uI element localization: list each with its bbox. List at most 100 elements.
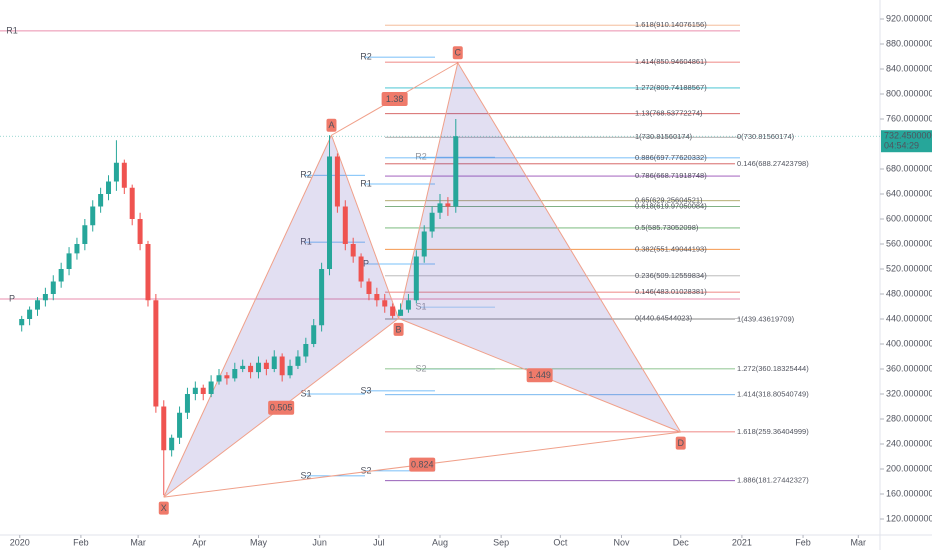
candle-body — [216, 375, 222, 382]
candle-body — [90, 206, 96, 226]
fib-label: 0(730.81560174) — [737, 132, 795, 141]
candle-body — [184, 394, 190, 413]
candle-body — [398, 309, 404, 316]
candle-body — [255, 362, 261, 373]
fib-label: 1.272(809.74188567) — [635, 83, 707, 92]
y-tick-label: 120.00000000 — [886, 513, 932, 523]
fib-label: 0.146(483.01028381) — [635, 287, 707, 296]
candle-body — [224, 375, 230, 379]
fib-label: 1(730.81560174) — [635, 132, 693, 141]
candle-body — [66, 253, 72, 269]
y-tick-label: 480.00000000 — [886, 288, 932, 298]
y-tick-label: 800.00000000 — [886, 88, 932, 98]
fib-label: 0.382(551.49044193) — [635, 244, 707, 253]
candle-body — [445, 203, 451, 207]
candle-body — [145, 244, 151, 301]
candle-body — [192, 387, 198, 394]
x-tick-label: May — [250, 537, 268, 547]
x-tick-label: Feb — [795, 537, 811, 547]
fib-label: 0(440.64544023) — [635, 314, 693, 323]
pivot-label: R1 — [360, 178, 372, 188]
candle-body — [405, 300, 411, 310]
x-tick-label: 2021 — [732, 537, 752, 547]
y-tick-label: 160.00000000 — [886, 488, 932, 498]
fib-label: 1.618(910.14076156) — [635, 20, 707, 29]
candle-body — [263, 362, 269, 369]
pattern-triangle — [163, 135, 399, 498]
candle-body — [295, 356, 301, 366]
point-label: A — [328, 120, 334, 130]
candle-body — [200, 387, 206, 394]
point-box — [675, 436, 686, 450]
y-tick-label: 920.00000000 — [886, 13, 932, 23]
x-tick-label: Mar — [851, 537, 867, 547]
candle-body — [342, 206, 348, 244]
ratio-label: 1.38 — [386, 94, 404, 104]
candle-body — [98, 194, 104, 207]
ratio-box — [409, 457, 436, 472]
candle-body — [208, 381, 214, 394]
pivot-label: R1 — [6, 25, 18, 35]
x-tick-label: Aug — [432, 537, 448, 547]
y-tick-label: 600.00000000 — [886, 213, 932, 223]
candle-body — [137, 219, 143, 244]
y-tick-label: 640.00000000 — [886, 188, 932, 198]
candle-body — [374, 294, 380, 301]
point-label: X — [161, 503, 167, 513]
y-tick-label: 880.00000000 — [886, 38, 932, 48]
candle-body — [437, 203, 443, 213]
fib-label: 1.414(318.80540749) — [737, 390, 809, 399]
fib-label: 0.5(585.73052098) — [635, 223, 699, 232]
pivot-label: P — [9, 293, 15, 303]
pattern-line — [163, 135, 332, 498]
pivot-label: S1 — [300, 388, 311, 398]
candle-body — [106, 181, 112, 194]
y-tick-label: 760.00000000 — [886, 113, 932, 123]
pivot-label: R2 — [360, 52, 372, 62]
x-tick-label: Oct — [553, 537, 568, 547]
candle-body — [271, 356, 277, 369]
candle-body — [350, 244, 356, 257]
candle-body — [279, 356, 285, 376]
point-box — [158, 501, 169, 515]
y-tick-label: 200.00000000 — [886, 463, 932, 473]
candle-body — [366, 281, 372, 294]
fib-label: 0.146(688.27423798) — [737, 159, 809, 168]
candle-body — [177, 412, 183, 438]
candle-body — [287, 365, 293, 376]
pivot-label: R2 — [300, 170, 312, 180]
y-tick-label: 840.00000000 — [886, 63, 932, 73]
candle-body — [50, 281, 56, 294]
ratio-box — [381, 92, 408, 106]
fib-label: 0.236(509.12559834) — [635, 271, 707, 280]
candle-body — [129, 187, 135, 219]
x-tick-label: Sep — [493, 537, 509, 547]
ratio-box — [526, 368, 553, 383]
candle-body — [303, 344, 309, 357]
ratio-label: 0.505 — [270, 403, 293, 413]
ratio-label: 0.824 — [411, 460, 434, 470]
candle-body — [121, 162, 127, 188]
pivot-label: R1 — [300, 237, 312, 247]
pattern-line — [331, 135, 400, 319]
candle-body — [161, 406, 167, 451]
fib-label: 0.618(619.97050084) — [635, 202, 707, 211]
y-tick-label: 240.00000000 — [886, 438, 932, 448]
pivot-label: S1 — [415, 302, 426, 312]
x-tick-label: Jun — [312, 537, 327, 547]
x-tick-label: Apr — [192, 537, 206, 547]
fib-label: 1.272(360.18325444) — [737, 364, 809, 373]
fib-label: 0.65(629.25604521) — [635, 196, 703, 205]
candle-body — [82, 225, 88, 244]
pattern-line — [457, 62, 682, 433]
y-tick-label: 440.00000000 — [886, 313, 932, 323]
candle-body — [58, 269, 64, 282]
candle-body — [153, 300, 159, 407]
candle-body — [27, 309, 33, 319]
pivot-label: S2 — [415, 363, 426, 373]
candle-body — [169, 437, 175, 451]
pattern-line — [398, 62, 459, 319]
last-price-label: 732.45000000 — [884, 131, 932, 141]
